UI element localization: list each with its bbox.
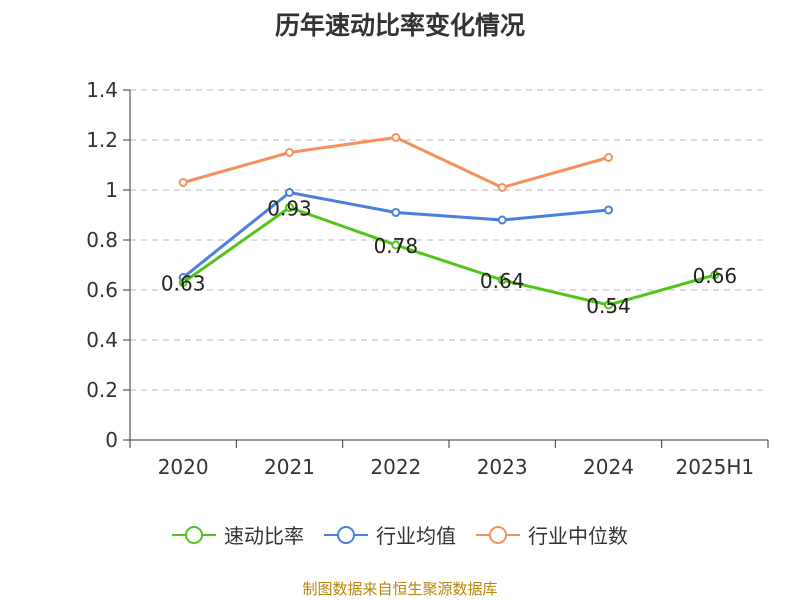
data-point [497,275,507,285]
x-tick-label: 2023 [477,455,528,479]
data-point [710,270,720,280]
y-tick-label: 1.2 [86,128,118,152]
series-line-2 [182,136,609,189]
y-tick-label: 1.4 [86,78,118,102]
data-point [178,178,188,187]
axes: 0 0.2 0.4 0.6 0.8 1 1.2 1.4 2020 2021 2022 2023 2024… [86,78,769,479]
legend-label-industry-mean: 行业均值 [376,524,456,548]
x-tick-label: 2025H1 [675,455,754,479]
data-label: 0.93 [267,197,312,221]
data-point [391,240,401,250]
x-tick-label: 2024 [583,455,634,479]
data-point [285,148,294,157]
x-tick-label: 2020 [158,455,209,479]
data-point [604,153,613,162]
data-point [497,215,507,225]
y-tick-label: 0.2 [86,378,118,402]
series-lines [178,133,720,310]
data-point [285,188,294,197]
legend: 速动比率 行业均值 行业中位数 [0,520,800,549]
data-label: 0.78 [374,234,419,258]
y-tick-label: 1 [105,178,118,202]
chart-title: 历年速动比率变化情况 [274,11,525,40]
data-point [285,203,294,212]
data-point [604,300,613,310]
legend-marker-quick-ratio [172,525,216,544]
grid-lines [130,89,768,391]
series-line-0 [182,206,716,307]
legend-item-quick-ratio[interactable]: 速动比率 [172,520,304,549]
data-label: 0.54 [586,294,631,318]
data-point [497,183,507,192]
legend-label-industry-median: 行业中位数 [528,524,628,548]
data-point [391,208,401,217]
x-tick-label: 2022 [370,455,421,479]
data-point [178,278,188,287]
y-tick-label: 0.8 [86,228,118,252]
x-tick-label: 2021 [264,455,315,479]
y-tick-label: 0.4 [86,328,118,352]
y-tick-label: 0 [105,428,118,452]
data-labels: 0.63 0.93 0.78 0.64 0.54 0.66 [161,197,737,319]
legend-label-quick-ratio: 速动比率 [224,524,304,548]
legend-item-industry-mean[interactable]: 行业均值 [324,520,456,549]
data-label: 0.66 [693,264,738,288]
data-label: 0.64 [480,269,525,293]
data-label: 0.63 [161,272,206,296]
legend-marker-industry-median [476,525,520,544]
source-note: 制图数据来自恒生聚源数据库 [302,580,498,598]
legend-marker-industry-mean [324,525,368,544]
data-point [604,205,613,215]
data-point [391,133,401,142]
legend-item-industry-median[interactable]: 行业中位数 [476,520,628,549]
y-tick-label: 0.6 [86,278,118,302]
